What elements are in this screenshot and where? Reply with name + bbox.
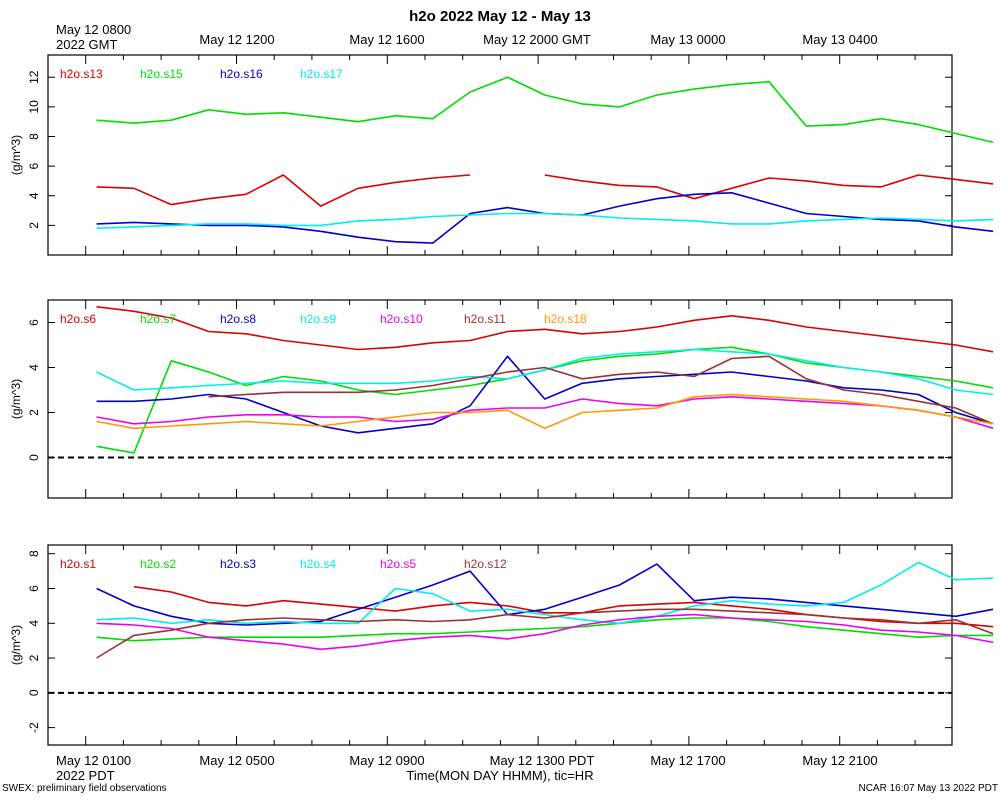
bottom-axis-corner-label-line1: May 12 0100 [56, 753, 132, 768]
bottom-y-axis-label: (g/m^3) [9, 625, 23, 665]
middle-legend-h2o-s10: h2o.s10 [380, 312, 423, 326]
middle-y-tick-label: 4 [27, 364, 41, 371]
bottom-axis-tick-label: May 12 0900 [349, 753, 425, 768]
top-y-tick-label: 4 [27, 192, 41, 199]
middle-series-line-h2o-s9 [96, 348, 994, 396]
bottom-series-line-h2o-s5 [96, 613, 994, 651]
bottom-axis-corner-label-line2: 2022 PDT [56, 768, 115, 783]
middle-legend-h2o-s6: h2o.s6 [60, 312, 96, 326]
footer-left-note: SWEX: preliminary field observations [2, 783, 167, 794]
bottom-series-line-h2o-s12 [96, 608, 994, 659]
bottom-legend-h2o-s1: h2o.s1 [60, 557, 96, 571]
top-y-tick-label: 6 [27, 162, 41, 169]
bottom-series-line-h2o-s4 [96, 561, 994, 625]
bottom-y-tick-label: 6 [27, 585, 41, 592]
bottom-y-tick-label: -2 [27, 722, 41, 733]
top-series-line-h2o-s15 [96, 76, 994, 144]
bottom-legend-h2o-s12: h2o.s12 [464, 557, 507, 571]
middle-legend-h2o-s8: h2o.s8 [220, 312, 256, 326]
bottom-legend-h2o-s5: h2o.s5 [380, 557, 416, 571]
top-series-line-h2o-s13 [96, 174, 994, 207]
top-axis-tick-label: May 12 1200 [199, 32, 275, 47]
middle-series-line-h2o-s8 [96, 355, 994, 434]
bottom-axis-tick-label: May 12 0500 [199, 753, 275, 768]
top-y-tick-label: 8 [27, 133, 41, 140]
top-series-line-h2o-s17 [96, 212, 994, 230]
top-legend-h2o-s16: h2o.s16 [220, 67, 263, 81]
footer-right-note: NCAR 16:07 May 13 2022 PDT [858, 783, 998, 794]
middle-legend-h2o-s9: h2o.s9 [300, 312, 336, 326]
top-axis-tick-label: May 13 0400 [802, 32, 878, 47]
top-legend-h2o-s15: h2o.s15 [140, 67, 183, 81]
middle-y-tick-label: 6 [27, 319, 41, 326]
top-axis-corner-label-line2: 2022 GMT [56, 37, 118, 52]
bottom-series-line-h2o-s2 [96, 617, 994, 642]
middle-legend-h2o-s18: h2o.s18 [544, 312, 587, 326]
middle-legend-h2o-s11: h2o.s11 [464, 312, 506, 326]
top-axis-tick-label: May 12 1600 [349, 32, 425, 47]
middle-series-line-h2o-s10 [96, 396, 994, 430]
middle-series-line-h2o-s18 [96, 393, 994, 430]
top-series-line-h2o-s16 [96, 192, 994, 244]
bottom-legend-h2o-s3: h2o.s3 [220, 557, 256, 571]
bottom-y-tick-label: 2 [27, 654, 41, 661]
bottom-panel-frame [47, 544, 953, 746]
bottom-series-line-h2o-s3 [96, 563, 994, 626]
bottom-y-tick-label: 8 [27, 550, 41, 557]
bottom-y-tick-label: 0 [27, 689, 41, 696]
bottom-axis-tick-label: May 12 1300 PDT [489, 753, 595, 768]
top-y-tick-label: 2 [27, 222, 41, 229]
top-axis-tick-label: May 13 0000 [650, 32, 726, 47]
top-y-tick-label: 10 [27, 100, 41, 114]
bottom-y-tick-label: 4 [27, 620, 41, 627]
middle-series-line-h2o-s6 [96, 306, 994, 353]
bottom-legend-h2o-s4: h2o.s4 [300, 557, 336, 571]
middle-series-line-h2o-s11 [208, 355, 994, 425]
bottom-axis-tick-label: May 12 2100 [802, 753, 878, 768]
top-y-axis-label: (g/m^3) [9, 135, 23, 175]
middle-y-axis-label: (g/m^3) [9, 379, 23, 419]
top-legend-h2o-s13: h2o.s13 [60, 67, 103, 81]
bottom-axis-tick-label: May 12 1700 [650, 753, 726, 768]
middle-legend-h2o-s7: h2o.s7 [140, 312, 176, 326]
middle-y-tick-label: 0 [27, 454, 41, 461]
top-axis-corner-label-line1: May 12 0800 [56, 22, 132, 37]
x-axis-label: Time(MON DAY HHMM), tic=HR [406, 768, 594, 783]
middle-y-tick-label: 2 [27, 409, 41, 416]
bottom-legend-h2o-s2: h2o.s2 [140, 557, 176, 571]
top-legend-h2o-s17: h2o.s17 [300, 67, 343, 81]
top-axis-tick-label: May 12 2000 GMT [483, 32, 591, 47]
top-y-tick-label: 12 [27, 70, 41, 84]
chart-title: h2o 2022 May 12 - May 13 [409, 8, 591, 25]
middle-series-line-h2o-s7 [96, 346, 994, 454]
